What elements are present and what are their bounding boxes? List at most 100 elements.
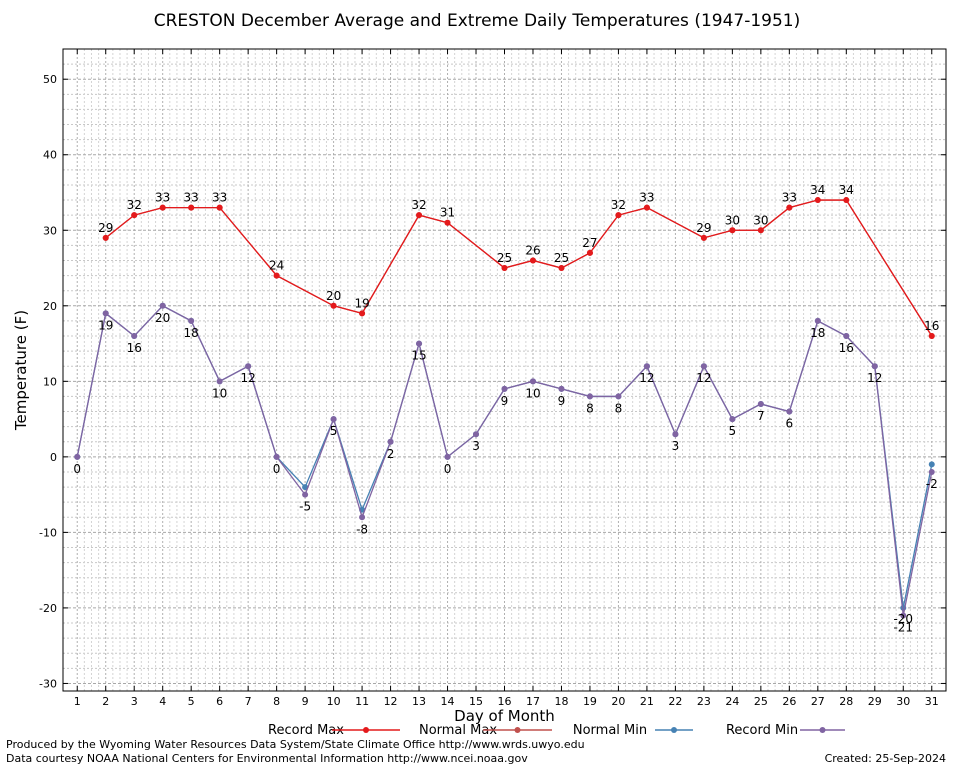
record-max-point: [814, 197, 821, 204]
record-max-label: 32: [127, 198, 142, 212]
record-max-point: [700, 234, 707, 241]
record-min-label: 0: [73, 462, 81, 476]
record-min-label: -21: [893, 620, 913, 634]
record-max-point: [586, 249, 593, 256]
record-max-point: [615, 212, 622, 219]
record-min-point: [473, 431, 480, 438]
record-min-label: 12: [241, 371, 256, 385]
record-min-point: [444, 453, 451, 460]
record-max-label: 34: [839, 183, 854, 197]
legend-label-record-min: Record Min: [726, 723, 798, 738]
record-max-point: [558, 265, 565, 272]
record-min-point: [786, 408, 793, 415]
record-min-point: [131, 333, 138, 340]
x-tick-label: 16: [498, 695, 512, 708]
record-min-point: [643, 363, 650, 370]
record-max-label: 31: [440, 206, 455, 220]
x-tick-label: 18: [554, 695, 568, 708]
record-max-point: [102, 234, 109, 241]
x-tick-label: 29: [868, 695, 882, 708]
legend-marker-record-min: [819, 727, 826, 733]
x-tick-label: 14: [441, 695, 455, 708]
legend-label-normal-min: Normal Min: [573, 723, 647, 738]
y-axis-label: Temperature (F): [12, 310, 30, 431]
record-min-point: [814, 317, 821, 324]
x-tick-label: 20: [611, 695, 625, 708]
record-max-label: 29: [98, 221, 113, 235]
record-min-point: [757, 400, 764, 407]
record-min-point: [245, 363, 252, 370]
record-min-label: 15: [411, 349, 426, 363]
x-tick-label: 26: [782, 695, 796, 708]
record-max-label: 25: [497, 251, 512, 265]
record-min-label: 18: [184, 326, 199, 340]
x-tick-label: 22: [668, 695, 682, 708]
record-min-point: [501, 385, 508, 392]
record-min-label: 18: [810, 326, 825, 340]
record-max-point: [131, 212, 138, 219]
x-tick-label: 19: [583, 695, 597, 708]
record-min-label: 3: [672, 439, 680, 453]
record-min-label: 20: [155, 311, 170, 325]
record-min-label: 0: [273, 462, 281, 476]
record-min-point: [928, 468, 935, 475]
record-min-label: 3: [472, 439, 480, 453]
footer-courtesy: Data courtesy NOAA National Centers for …: [6, 752, 528, 765]
record-min-point: [558, 385, 565, 392]
record-min-point: [216, 378, 223, 385]
x-tick-label: 30: [896, 695, 910, 708]
x-tick-label: 15: [469, 695, 483, 708]
record-max-label: 33: [155, 191, 170, 205]
x-tick-label: 8: [273, 695, 280, 708]
record-max-label: 33: [782, 191, 797, 205]
normal-min-point: [928, 461, 935, 468]
record-min-label: 5: [330, 424, 338, 438]
x-tick-label: 25: [754, 695, 768, 708]
record-max-point: [330, 302, 337, 309]
record-min-point: [159, 302, 166, 309]
record-max-point: [273, 272, 280, 279]
legend-label-record-max: Record Max: [268, 723, 344, 738]
record-max-label: 29: [696, 221, 711, 235]
record-max-label: 24: [269, 259, 284, 273]
record-max-label: 34: [810, 183, 825, 197]
x-tick-label: 4: [159, 695, 166, 708]
record-max-point: [501, 265, 508, 272]
legend-marker-normal-max: [514, 727, 521, 733]
record-min-point: [387, 438, 394, 445]
record-max-label: 26: [525, 243, 540, 257]
record-max-point: [643, 204, 650, 211]
x-tick-label: 12: [384, 695, 398, 708]
record-min-label: -2: [926, 477, 938, 491]
record-max-label: 27: [582, 236, 597, 250]
y-tick-label: 50: [43, 73, 57, 86]
record-max-point: [529, 257, 536, 264]
normal-min-point: [302, 484, 309, 491]
record-max-label: 30: [725, 213, 740, 227]
record-min-point: [615, 393, 622, 400]
record-min-point: [102, 310, 109, 317]
record-min-point: [672, 431, 679, 438]
y-tick-label: 40: [43, 149, 57, 162]
x-tick-label: 27: [811, 695, 825, 708]
record-min-label: 8: [615, 401, 623, 415]
record-min-label: 12: [867, 371, 882, 385]
record-min-label: 6: [786, 417, 794, 431]
record-min-point: [359, 514, 366, 521]
record-max-point: [928, 333, 935, 340]
record-max-point: [843, 197, 850, 204]
x-tick-label: 5: [188, 695, 195, 708]
record-min-label: -5: [299, 500, 311, 514]
x-tick-label: 17: [526, 695, 540, 708]
chart-title: CRESTON December Average and Extreme Dai…: [154, 11, 801, 31]
record-max-label: 30: [753, 213, 768, 227]
footer-credit: Produced by the Wyoming Water Resources …: [6, 738, 585, 751]
record-min-point: [74, 453, 81, 460]
record-min-label: 10: [212, 386, 227, 400]
record-max-label: 32: [411, 198, 426, 212]
x-tick-label: 31: [925, 695, 939, 708]
record-min-point: [330, 416, 337, 423]
y-tick-label: 30: [43, 224, 57, 237]
record-min-label: -8: [356, 522, 368, 536]
